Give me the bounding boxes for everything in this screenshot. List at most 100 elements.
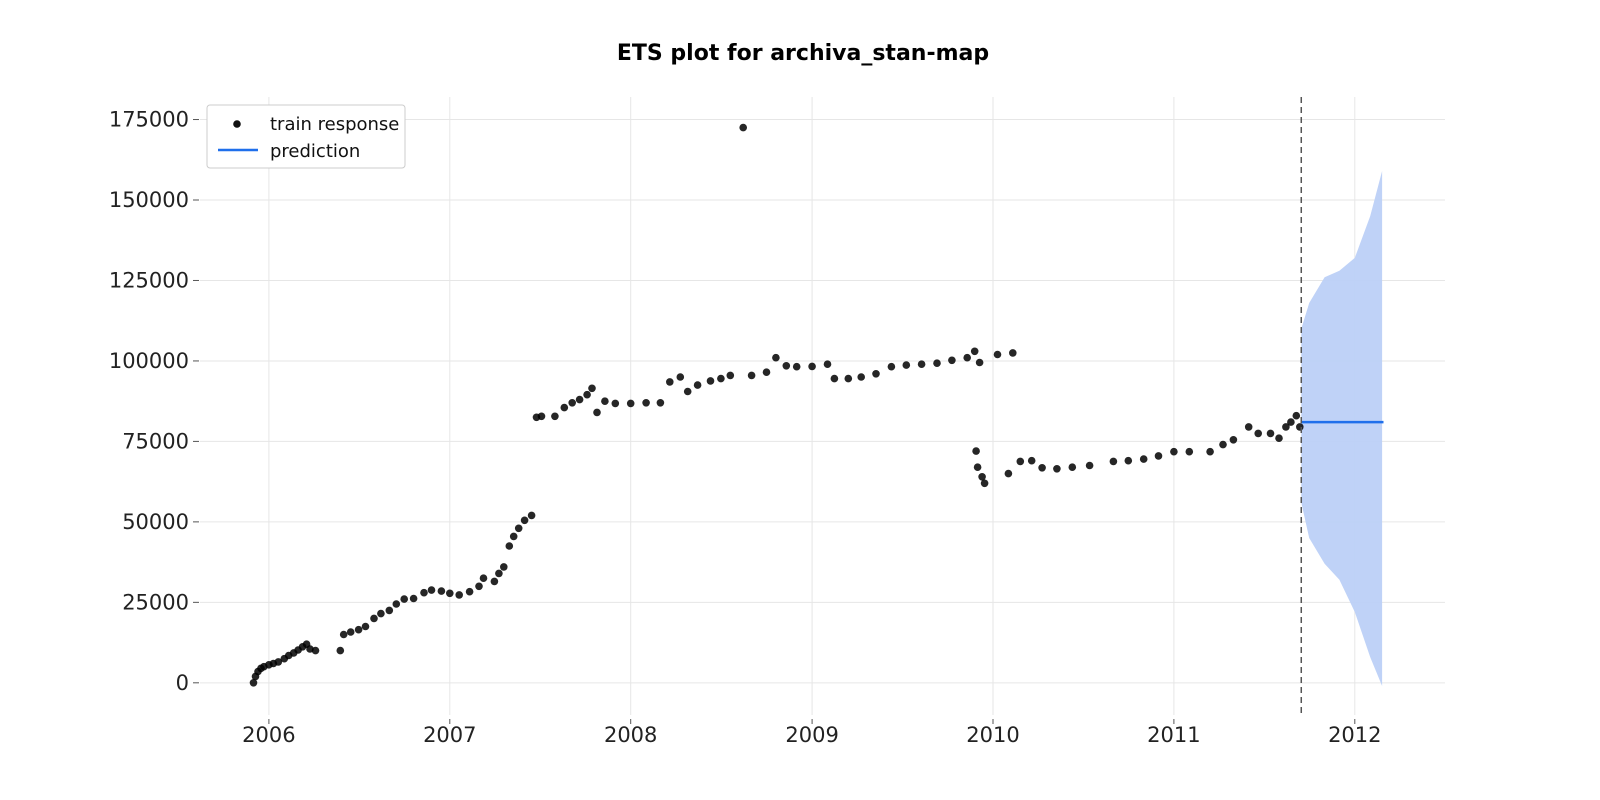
data-point [887,362,896,371]
data-point [465,587,474,596]
data-point [400,595,409,603]
data-point [693,381,702,389]
y-tick-label: 125000 [109,268,189,292]
data-point [495,569,503,578]
x-tick-label: 2008 [604,723,657,747]
legend-label-prediction: prediction [270,141,360,162]
data-point [1053,465,1061,473]
data-point [588,384,596,393]
data-point [611,399,620,408]
data-point [978,473,986,481]
data-point [970,347,979,356]
prediction-interval-area [1301,171,1383,686]
data-point [717,374,725,383]
data-point [593,408,601,417]
y-tick-label: 75000 [122,429,189,453]
data-point [1004,469,1013,478]
data-point [583,390,591,399]
y-tick-label: 0 [176,671,189,695]
data-point [1206,447,1214,456]
data-point [385,606,394,615]
data-point [872,370,880,378]
data-point [346,628,355,636]
y-tick-label: 150000 [109,188,189,212]
data-point [747,371,756,380]
grid [200,97,1445,715]
data-point [1287,418,1295,426]
data-point [772,353,780,362]
data-point [626,399,635,408]
data-point [676,373,685,381]
y-tick-label: 25000 [122,590,189,614]
data-point [902,361,911,369]
data-point [339,630,348,639]
data-point [274,658,283,666]
data-point [479,574,488,582]
x-tick-label: 2009 [785,723,838,747]
data-point [490,577,499,586]
data-point [409,594,418,603]
data-point [975,358,984,367]
data-point [505,542,514,550]
x-tick-label: 2006 [242,723,295,747]
data-point [1296,423,1304,431]
data-point [500,563,508,571]
data-point [420,588,428,597]
x-tick-label: 2012 [1328,723,1381,747]
data-point [601,397,609,406]
data-point [560,403,569,412]
x-tick-label: 2011 [1147,723,1200,747]
data-point [1124,456,1133,465]
data-point [568,399,576,407]
y-tick-label: 50000 [122,510,189,534]
data-point [1009,349,1017,357]
data-point [1219,440,1227,449]
data-point [739,123,747,132]
y-tick-label: 175000 [109,108,189,132]
data-point [446,589,454,598]
data-point [973,463,982,472]
data-point [377,609,385,618]
data-point [1139,455,1148,463]
data-point [427,586,436,594]
data-point [1266,429,1275,438]
data-point [808,362,816,371]
legend: train response prediction [206,104,406,169]
data-point [551,412,559,421]
data-point [1185,447,1194,456]
data-point [575,395,584,404]
data-point [1016,457,1025,466]
data-point [1027,456,1036,465]
data-point [361,622,370,631]
data-point [437,587,446,595]
axes: 2006 2007 2008 2009 2010 2011 2012 0 25000 50000 7… [109,108,1382,747]
data-point [782,362,791,370]
data-point [1229,436,1238,444]
data-point [520,516,529,525]
data-point [642,399,650,407]
data-point [1254,429,1262,438]
data-point [844,374,853,383]
data-point [857,373,865,381]
data-point [455,591,464,599]
train-response-points [249,123,1304,687]
x-tick-label: 2007 [423,723,476,747]
data-point [1282,423,1290,431]
data-point [726,371,735,380]
data-point [963,353,971,362]
data-point [993,350,1002,359]
data-point [1068,463,1077,472]
data-point [527,511,536,520]
data-point [354,625,363,634]
data-point [311,646,320,655]
legend-marker-train-response [233,120,241,128]
data-point [656,399,665,407]
legend-box [206,104,406,169]
x-tick-label: 2010 [966,723,1019,747]
data-point [830,374,839,383]
data-point [1244,423,1253,431]
data-point [706,377,715,385]
data-point [1109,457,1118,466]
